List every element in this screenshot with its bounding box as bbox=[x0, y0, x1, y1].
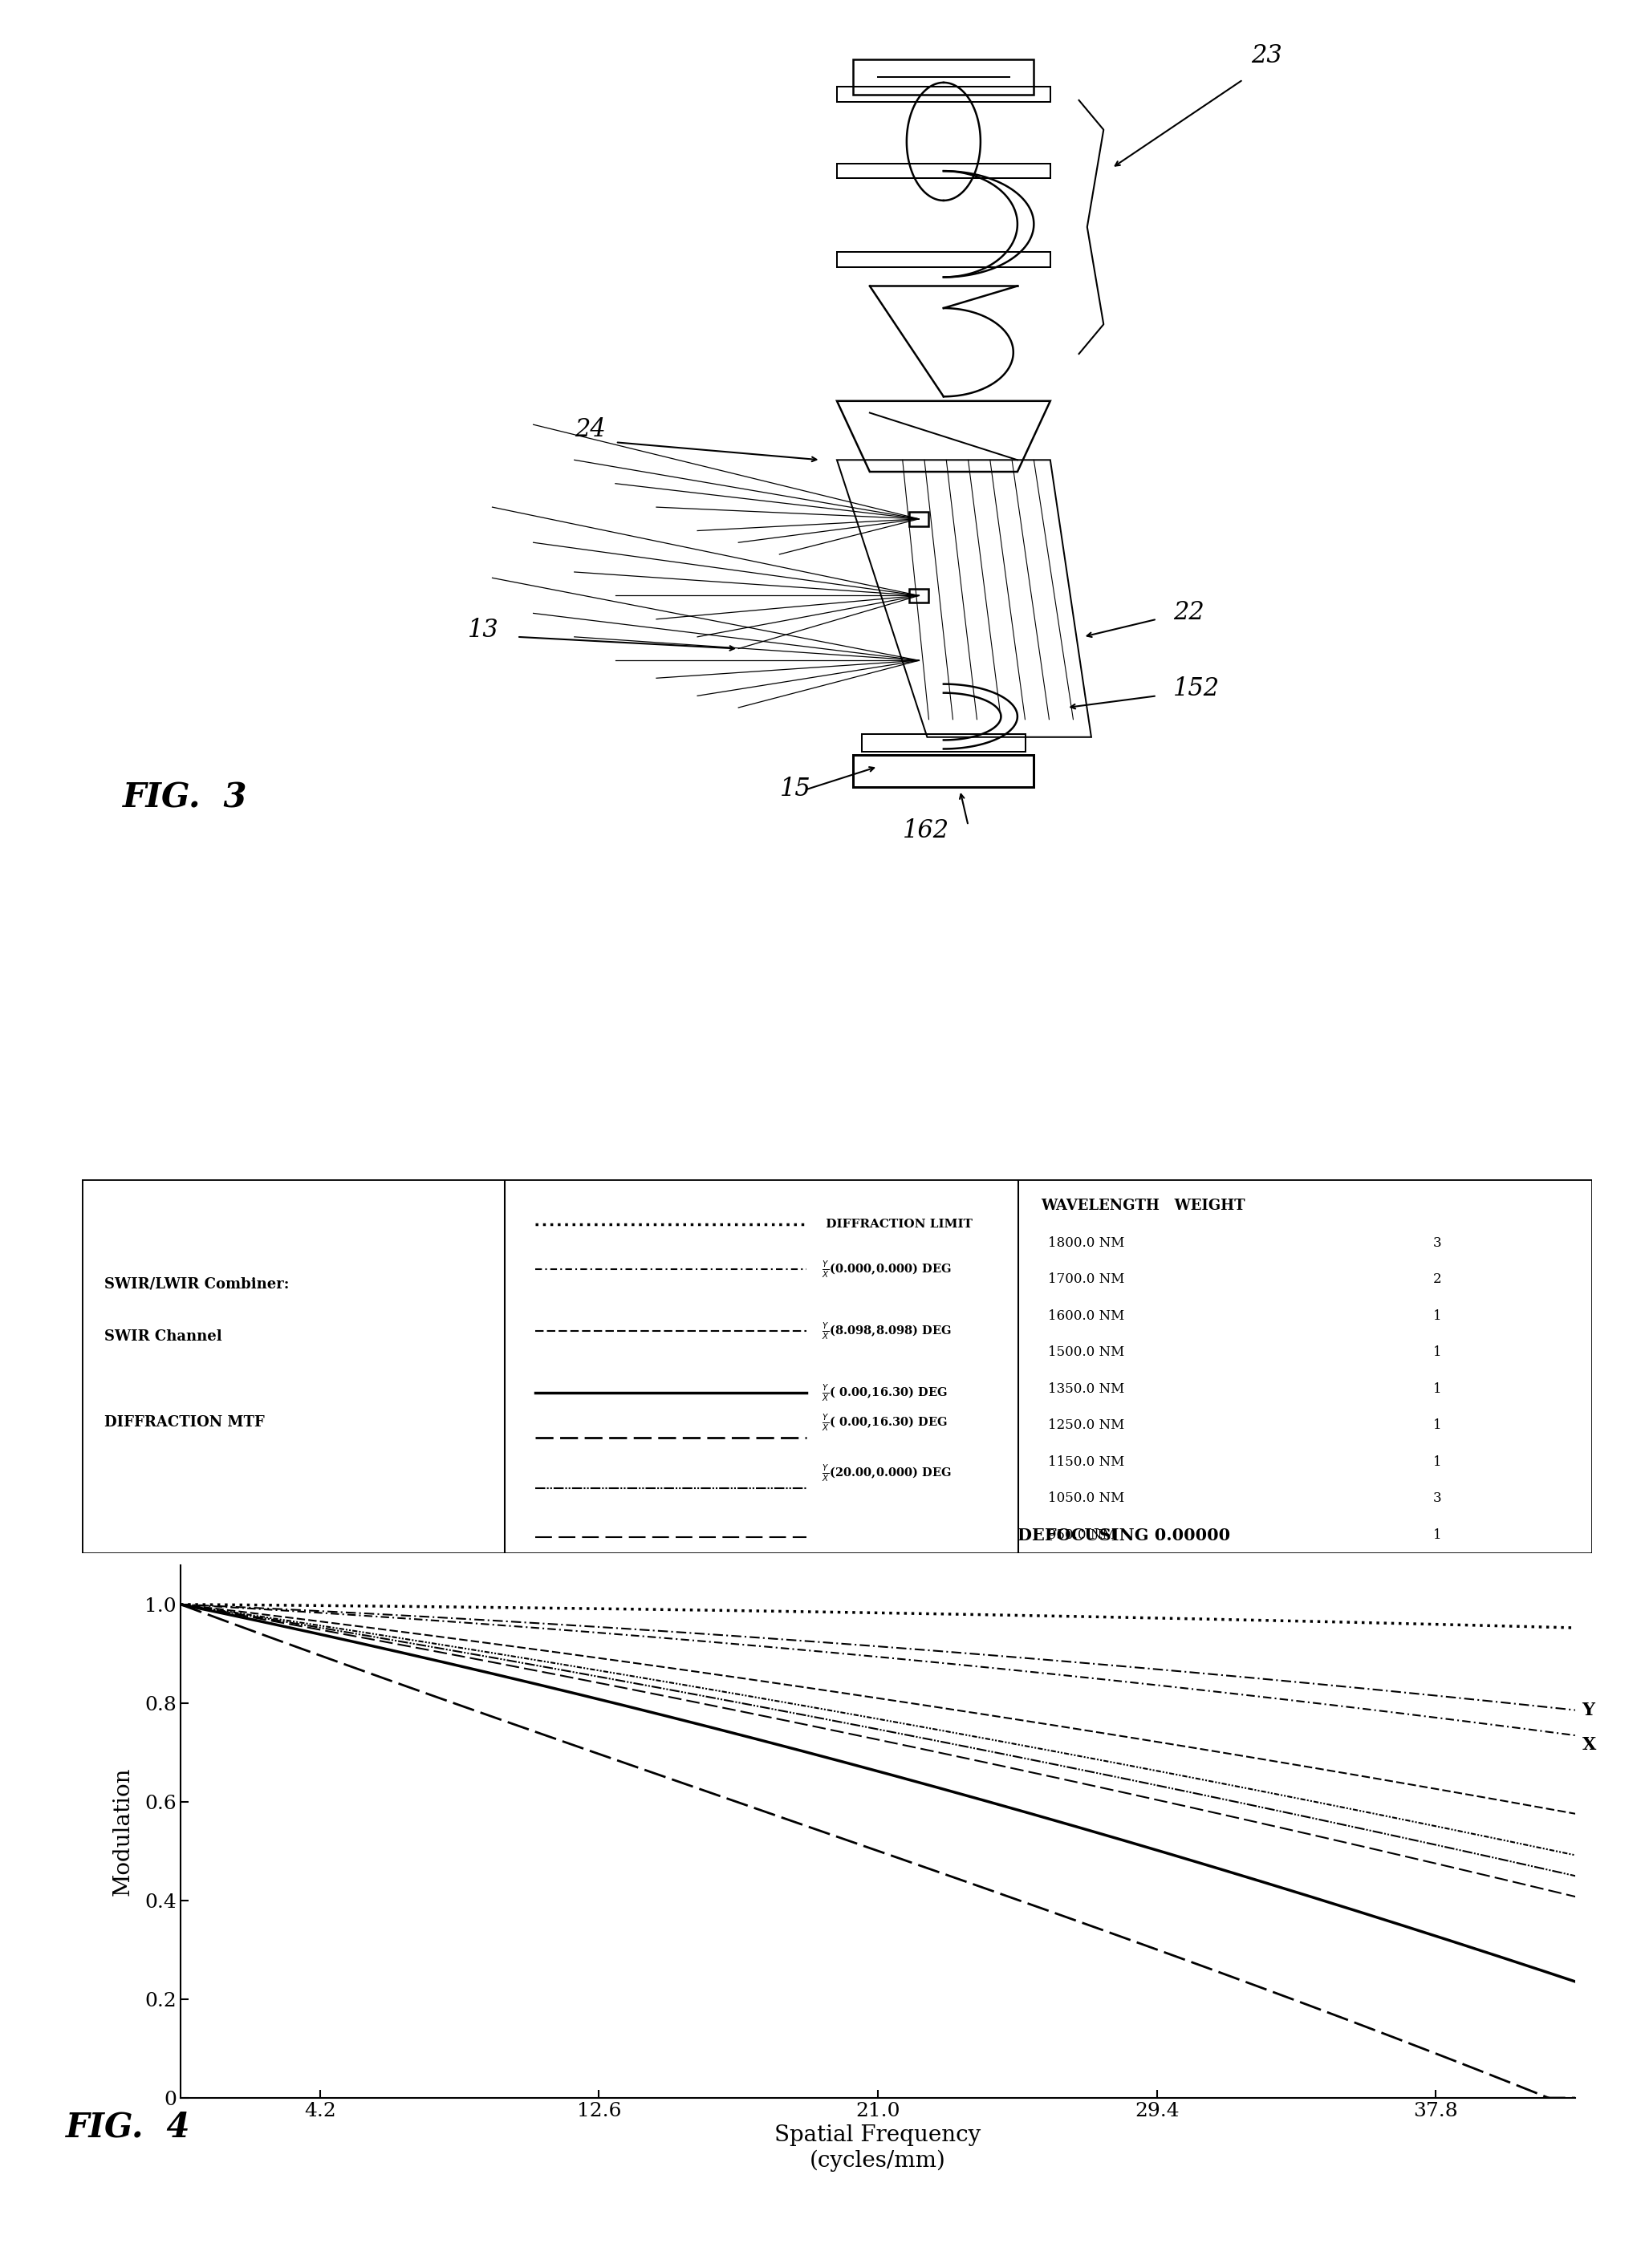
Bar bbox=[837, 163, 1050, 179]
Text: Y: Y bbox=[1582, 1701, 1595, 1719]
Bar bbox=[853, 755, 1034, 787]
Text: 1: 1 bbox=[1433, 1418, 1442, 1431]
Text: 3: 3 bbox=[1433, 1492, 1442, 1506]
Bar bbox=[853, 59, 1034, 95]
Text: 162: 162 bbox=[903, 819, 948, 844]
Text: 1700.0 NM: 1700.0 NM bbox=[1049, 1272, 1124, 1286]
Text: 1: 1 bbox=[1433, 1309, 1442, 1322]
Text: 950.0 NM: 950.0 NM bbox=[1049, 1529, 1116, 1542]
Text: 24: 24 bbox=[574, 417, 606, 442]
Text: 1600.0 NM: 1600.0 NM bbox=[1049, 1309, 1124, 1322]
Bar bbox=[909, 513, 929, 526]
Text: 1: 1 bbox=[1433, 1529, 1442, 1542]
Bar bbox=[837, 86, 1050, 102]
Text: 1: 1 bbox=[1433, 1456, 1442, 1470]
Text: DIFFRACTION LIMIT: DIFFRACTION LIMIT bbox=[822, 1218, 973, 1229]
Text: $\frac{Y}{X}$(0.000,0.000) DEG: $\frac{Y}{X}$(0.000,0.000) DEG bbox=[822, 1259, 952, 1279]
Text: WAVELENGTH   WEIGHT: WAVELENGTH WEIGHT bbox=[1040, 1198, 1246, 1213]
Text: 2: 2 bbox=[1433, 1272, 1442, 1286]
Text: SWIR Channel: SWIR Channel bbox=[105, 1329, 222, 1343]
Bar bbox=[909, 587, 929, 603]
Text: 22: 22 bbox=[1173, 601, 1204, 624]
Text: 15: 15 bbox=[779, 778, 811, 801]
Bar bbox=[837, 252, 1050, 268]
Text: 1150.0 NM: 1150.0 NM bbox=[1049, 1456, 1124, 1470]
Text: 1800.0 NM: 1800.0 NM bbox=[1049, 1236, 1124, 1250]
Text: 1500.0 NM: 1500.0 NM bbox=[1049, 1345, 1124, 1359]
Text: 3: 3 bbox=[1433, 1236, 1442, 1250]
Text: FIG.  4: FIG. 4 bbox=[66, 2109, 190, 2143]
Text: 152: 152 bbox=[1173, 676, 1219, 701]
Text: 1250.0 NM: 1250.0 NM bbox=[1049, 1418, 1124, 1431]
Bar bbox=[862, 735, 1026, 753]
Text: 1050.0 NM: 1050.0 NM bbox=[1049, 1492, 1124, 1506]
Text: 1: 1 bbox=[1433, 1345, 1442, 1359]
Text: FIG.  3: FIG. 3 bbox=[123, 782, 248, 814]
Text: 13: 13 bbox=[468, 617, 499, 642]
Text: DIFFRACTION MTF: DIFFRACTION MTF bbox=[105, 1415, 264, 1429]
Text: $\frac{Y}{X}$(8.098,8.098) DEG: $\frac{Y}{X}$(8.098,8.098) DEG bbox=[822, 1320, 952, 1340]
Text: 23: 23 bbox=[1250, 43, 1282, 68]
Text: 1350.0 NM: 1350.0 NM bbox=[1049, 1381, 1124, 1395]
X-axis label: Spatial Frequency
(cycles/mm): Spatial Frequency (cycles/mm) bbox=[775, 2125, 981, 2173]
Text: $\frac{Y}{X}$(20.00,0.000) DEG: $\frac{Y}{X}$(20.00,0.000) DEG bbox=[822, 1463, 952, 1483]
Text: SWIR/LWIR Combiner:: SWIR/LWIR Combiner: bbox=[105, 1277, 289, 1290]
Text: X: X bbox=[1582, 1737, 1597, 1753]
Text: $\frac{Y}{X}$( 0.00,16.30) DEG: $\frac{Y}{X}$( 0.00,16.30) DEG bbox=[822, 1383, 948, 1404]
Text: $\frac{Y}{X}$( 0.00,16.30) DEG: $\frac{Y}{X}$( 0.00,16.30) DEG bbox=[822, 1413, 948, 1433]
Text: 1: 1 bbox=[1433, 1381, 1442, 1395]
Y-axis label: Modulation: Modulation bbox=[112, 1767, 133, 1896]
Text: DEFOCUSING 0.00000: DEFOCUSING 0.00000 bbox=[1017, 1529, 1231, 1545]
